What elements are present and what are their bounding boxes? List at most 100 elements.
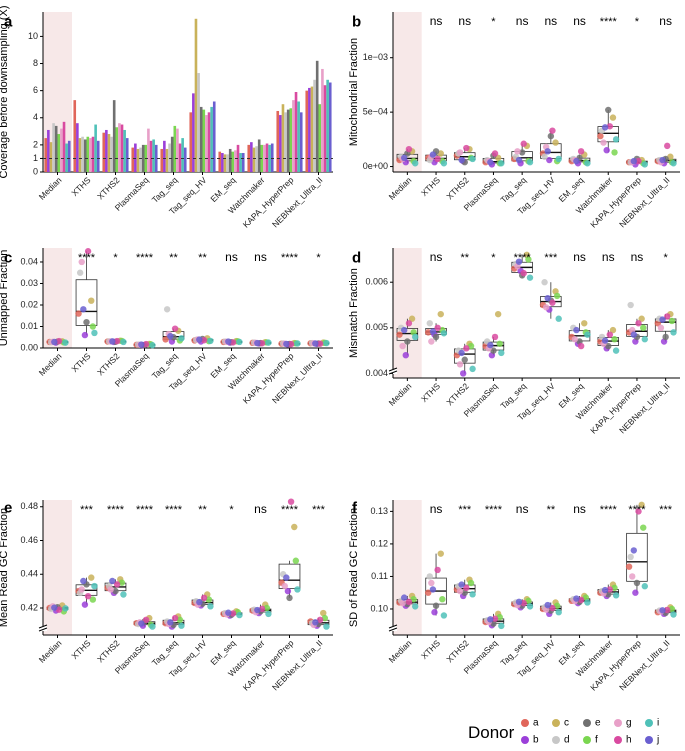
bar-c xyxy=(78,138,82,172)
bar-g xyxy=(234,150,237,172)
point-j xyxy=(429,586,437,593)
legend-label-c: c xyxy=(564,718,569,729)
point-g xyxy=(456,361,464,368)
point-f xyxy=(89,596,97,603)
x-tick-label-b: XTHS2 xyxy=(444,175,471,202)
point-i xyxy=(236,611,243,619)
point-c xyxy=(437,310,444,318)
significance-label-d: *** xyxy=(544,252,558,264)
point-j xyxy=(630,157,638,165)
point-d xyxy=(627,301,634,309)
y-tick-label-d: 0.005 xyxy=(365,322,388,332)
x-tick-label-d: XTHS2 xyxy=(444,381,471,408)
point-h xyxy=(171,325,179,332)
point-a xyxy=(597,132,604,140)
axis-break-gap-d xyxy=(389,369,397,374)
point-h xyxy=(287,340,295,348)
significance-label-d: ns xyxy=(573,250,586,264)
axis-break-gap-f xyxy=(389,626,397,631)
point-j xyxy=(544,294,551,302)
bar-h xyxy=(207,112,211,172)
median-band-f xyxy=(393,500,422,635)
bar-h xyxy=(265,143,269,172)
significance-label-c: **** xyxy=(281,252,299,264)
point-j xyxy=(80,306,87,313)
point-i xyxy=(469,365,476,373)
point-j xyxy=(573,595,580,602)
point-f xyxy=(439,596,446,603)
point-i xyxy=(526,274,534,281)
significance-label-f: ns xyxy=(573,502,586,516)
point-f xyxy=(668,317,676,325)
bar-a xyxy=(131,147,135,172)
point-i xyxy=(294,586,301,593)
point-i xyxy=(612,592,620,599)
point-i xyxy=(555,609,562,616)
panels: a 0 1 2 4 6 8 10 Coverage before downsampling (X… xyxy=(0,5,680,693)
point-c xyxy=(291,523,298,531)
point-c xyxy=(609,326,617,334)
legend-swatch-j xyxy=(645,736,653,744)
significance-label-c: ns xyxy=(254,250,267,264)
point-h xyxy=(463,584,470,592)
bar-g xyxy=(292,100,295,172)
point-j xyxy=(601,337,609,344)
y-tick-label-e: 0.44 xyxy=(20,569,38,579)
significance-label-b: * xyxy=(491,16,496,28)
x-tick-label-c: XTHS2 xyxy=(95,351,122,378)
point-i xyxy=(412,603,419,610)
point-e xyxy=(432,333,440,341)
significance-label-c: **** xyxy=(136,252,154,264)
bar-j xyxy=(183,147,187,172)
panel-label-d: d xyxy=(352,249,361,266)
x-tick-label-c: Median xyxy=(37,351,64,378)
bar-a xyxy=(189,112,193,172)
point-h xyxy=(463,144,470,152)
point-i xyxy=(641,161,649,168)
point-g xyxy=(571,336,579,343)
bar-b xyxy=(134,143,137,172)
y-tick-label-a: 4 xyxy=(33,112,38,122)
x-tick-label-c: NEBNext_Ultra_II xyxy=(270,351,325,406)
point-h xyxy=(229,610,237,617)
x-tick-label-a: EM_seq xyxy=(208,175,237,204)
point-j xyxy=(487,616,494,623)
point-g xyxy=(456,149,464,156)
point-j xyxy=(487,341,494,349)
significance-label-e: **** xyxy=(136,504,154,516)
bar-i xyxy=(65,143,68,172)
bar-d xyxy=(110,136,113,172)
point-j xyxy=(458,581,465,588)
bar-c xyxy=(165,148,169,172)
bar-e xyxy=(141,144,145,172)
panel-e: e 0.42 0.44 0.46 0.48 Mean Read GC Fraction Me… xyxy=(0,498,333,693)
point-g xyxy=(428,338,435,345)
axis-break-f xyxy=(388,624,398,632)
x-tick-label-a: XTHS xyxy=(69,175,92,198)
point-j xyxy=(630,547,638,554)
point-i xyxy=(584,331,591,338)
point-j xyxy=(196,336,203,343)
point-h xyxy=(664,313,671,320)
y-tick-label-e: 0.48 xyxy=(20,501,38,511)
bar-a xyxy=(44,138,48,172)
point-b xyxy=(632,589,639,596)
bar-j xyxy=(270,143,274,172)
point-g xyxy=(399,342,406,350)
point-c xyxy=(437,550,444,557)
point-j xyxy=(515,156,523,164)
bar-i xyxy=(94,124,97,172)
point-i xyxy=(584,599,591,606)
point-i xyxy=(178,622,185,629)
y-tick-label-d: 0.004 xyxy=(365,368,388,378)
point-e xyxy=(547,132,555,140)
y-tick-label-f: 0.12 xyxy=(370,538,388,548)
donor-legend: Donor ab cd ef gh ij xyxy=(468,718,659,746)
box-c xyxy=(75,279,98,326)
point-j xyxy=(515,598,523,606)
point-j xyxy=(429,151,437,158)
point-j xyxy=(601,124,609,131)
point-j xyxy=(312,340,319,347)
point-i xyxy=(323,339,330,347)
